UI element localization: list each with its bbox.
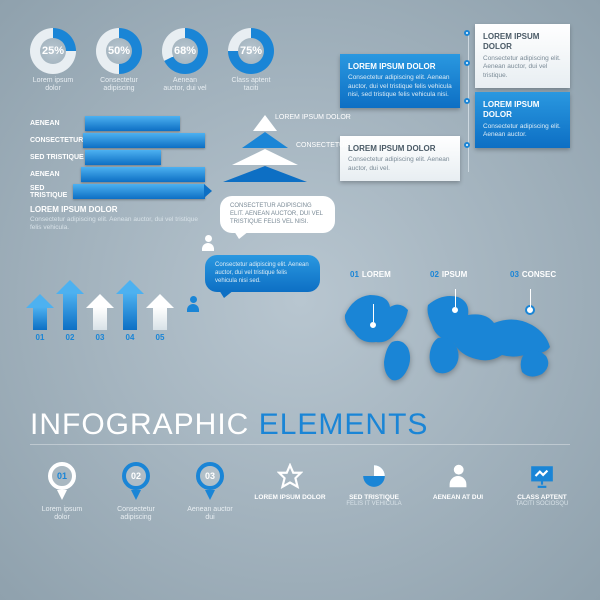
map-pin	[450, 305, 460, 315]
map-label: 02IPSUM	[430, 270, 467, 279]
up-arrow: 01	[30, 294, 50, 330]
star-icon	[276, 462, 304, 490]
icon-row: LOREM IPSUM DOLORSED TRISTIQUEFELIS IT V…	[250, 462, 582, 507]
pie-chart-icon	[360, 462, 388, 490]
pin: 03Aenean auctor dui	[186, 462, 234, 523]
person-icon	[200, 235, 216, 251]
map-label: 03CONSEC	[510, 270, 556, 279]
map-pin	[525, 305, 535, 315]
person-icon	[444, 462, 472, 490]
pyramid-label-1: LOREM IPSUM DOLOR	[275, 114, 351, 121]
donut-row: 25%Lorem ipsum dolor50%Consectetur adipi…	[30, 28, 274, 94]
map-label: 01LOREM	[350, 270, 391, 279]
person-icon-cell: AENEAN AT DUI	[418, 462, 498, 507]
up-arrow: 05	[150, 294, 170, 330]
timeline-box: LOREM IPSUM DOLORConsectetur adipiscing …	[340, 54, 460, 108]
pyramid-label-2: CONSECTETUR	[296, 142, 349, 149]
speech-1: CONSECTETUR ADIPISCING ELIT. AENEAN AUCT…	[220, 196, 335, 233]
pin: 01Lorem ipsum dolor	[38, 462, 86, 523]
presentation-icon	[528, 462, 556, 490]
main-title: INFOGRAPHIC ELEMENTS	[30, 408, 428, 442]
up-arrow: 03	[90, 294, 110, 330]
donut-chart: 68%	[162, 28, 208, 74]
presentation-icon-cell: CLASS APTENTTACITI SOCIOSQU	[502, 462, 582, 507]
timeline-box: LOREM IPSUM DOLORConsectetur adipiscing …	[340, 136, 460, 181]
hbars: AENEANConsecteturSED TRISTIQUEAeneanSed …	[30, 116, 205, 233]
donut-chart: 50%	[96, 28, 142, 74]
timeline: LOREM IPSUM DOLORConsectetur adipiscing …	[340, 24, 570, 179]
speech-2: Consectetur adipiscing elit. Aenean auct…	[205, 255, 320, 292]
up-arrows: 01 02 03 04 05	[30, 280, 170, 330]
up-arrow: 04	[120, 280, 140, 330]
person-icon	[185, 296, 201, 312]
up-arrow: 02	[60, 280, 80, 330]
map-pin	[368, 320, 378, 330]
star-icon-cell: LOREM IPSUM DOLOR	[250, 462, 330, 507]
timeline-box: LOREM IPSUM DOLORConsectetur adipiscing …	[475, 92, 570, 148]
donut-chart: 25%	[30, 28, 76, 74]
donut-chart: 75%	[228, 28, 274, 74]
pin: 02Consectetur adipiscing	[112, 462, 160, 523]
pin-row: 01Lorem ipsum dolor 02Consectetur adipisc…	[38, 462, 234, 523]
pie-chart-icon-cell: SED TRISTIQUEFELIS IT VEHICULA	[334, 462, 414, 507]
pyramid: LOREM IPSUM DOLOR CONSECTETUR	[220, 110, 310, 182]
timeline-box: LOREM IPSUM DOLORConsectetur adipiscing …	[475, 24, 570, 88]
